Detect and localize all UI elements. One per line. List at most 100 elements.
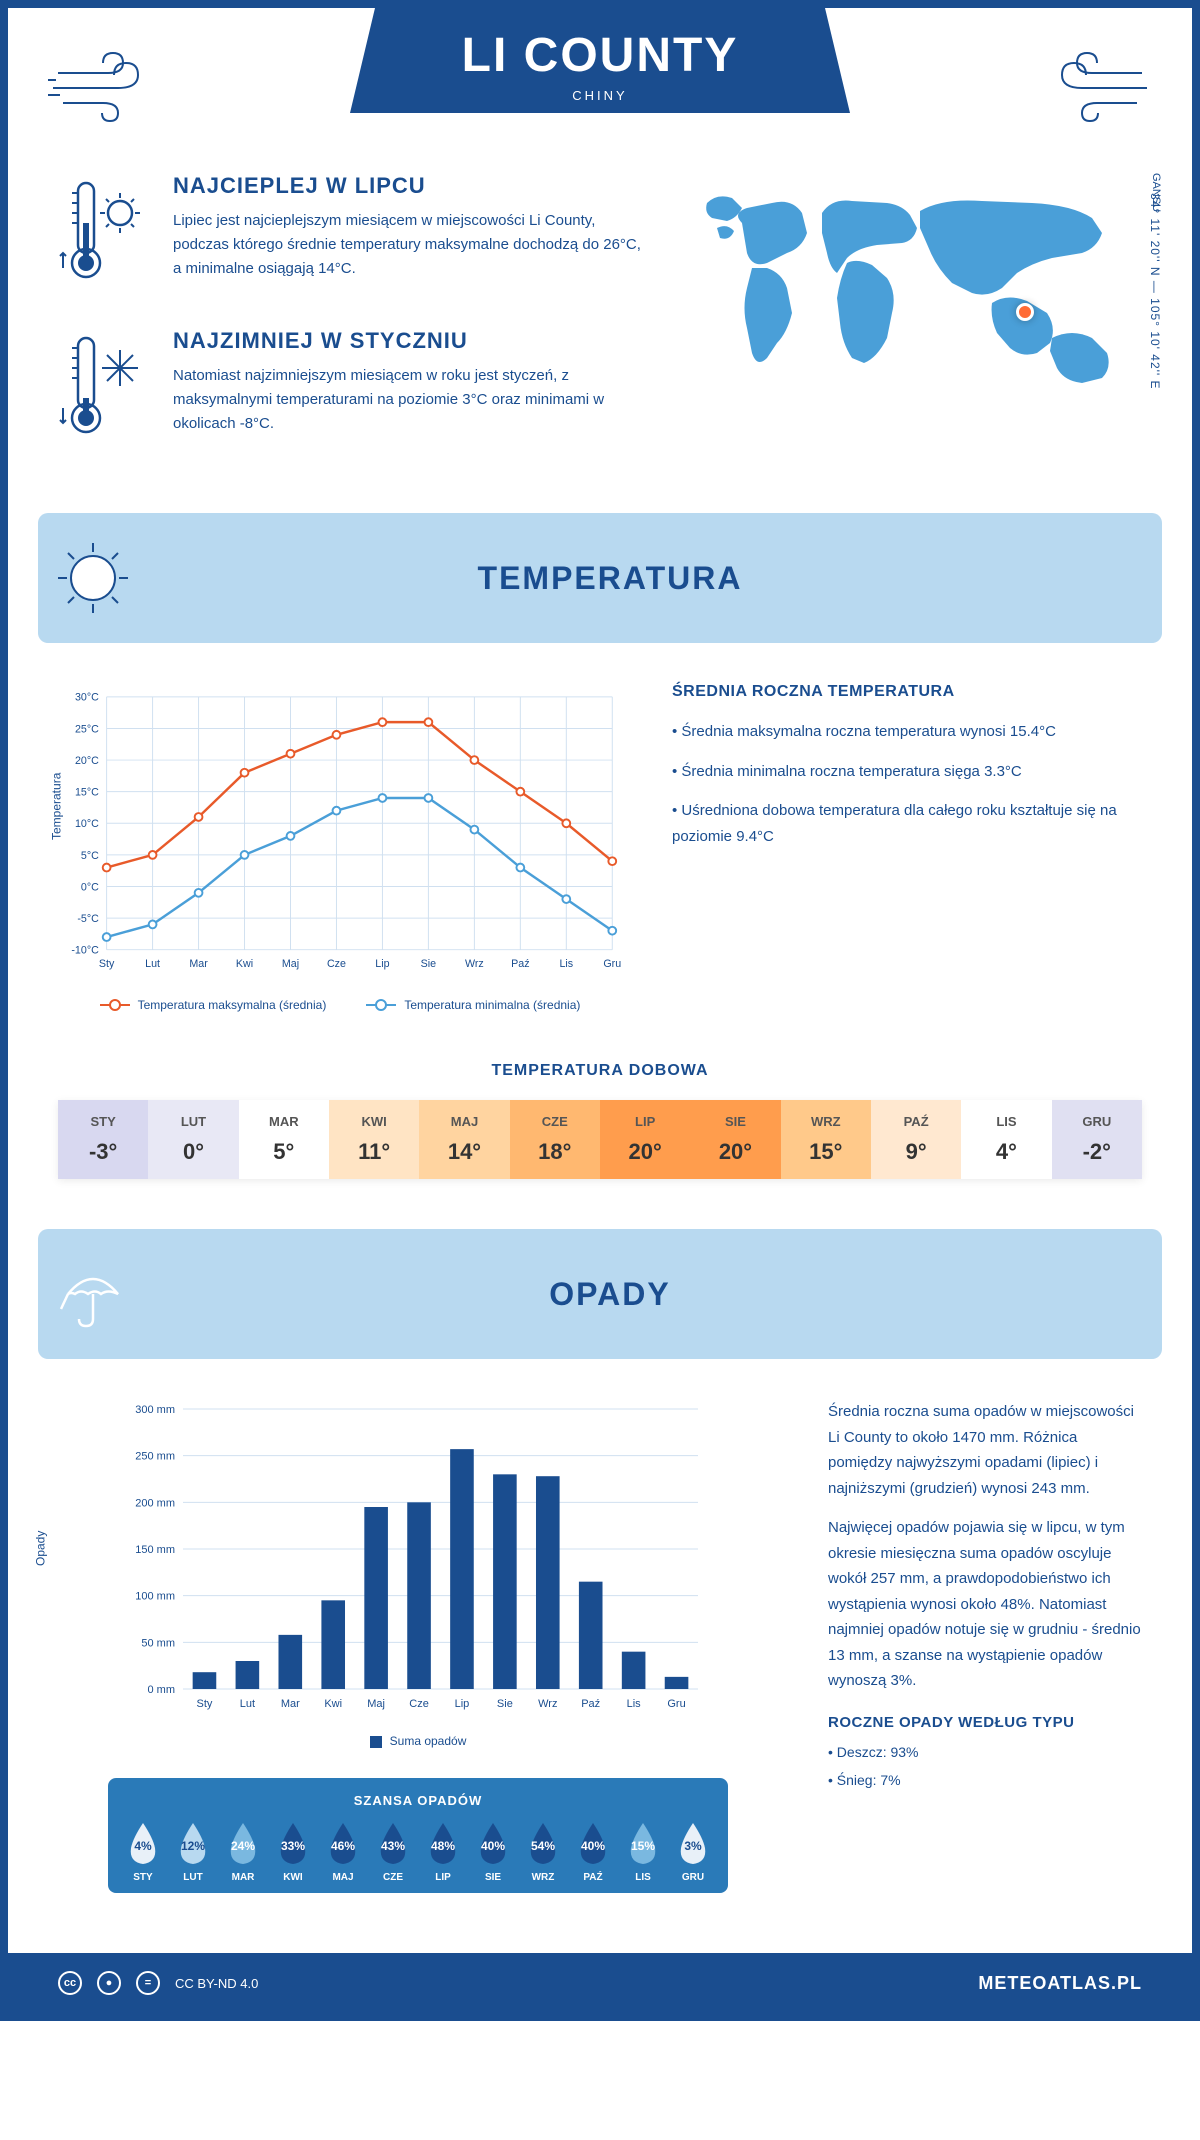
svg-text:Gru: Gru [667, 1698, 685, 1710]
temp-table-cell: STY-3° [58, 1100, 148, 1179]
svg-text:4%: 4% [134, 1839, 152, 1853]
svg-text:-5°C: -5°C [77, 913, 99, 925]
precipitation-bar-chart: Opady 0 mm50 mm100 mm150 mm200 mm250 mm3… [58, 1399, 778, 1719]
license-text: CC BY-ND 4.0 [175, 1976, 258, 1991]
rain-drop-item: 3%GRU [668, 1820, 718, 1883]
svg-text:Mar: Mar [189, 958, 208, 970]
precip-type-item: • Śnieg: 7% [828, 1769, 1142, 1793]
rain-chance-panel: SZANSA OPADÓW 4%STY12%LUT24%MAR33%KWI46%… [108, 1778, 728, 1893]
temp-table-cell: SIE20° [690, 1100, 780, 1179]
rain-drop-item: 33%KWI [268, 1820, 318, 1883]
precip-type-item: • Deszcz: 93% [828, 1741, 1142, 1765]
by-icon: ● [97, 1971, 121, 1995]
svg-text:200 mm: 200 mm [135, 1497, 175, 1509]
svg-text:Sty: Sty [99, 958, 115, 970]
rain-drop-item: 48%LIP [418, 1820, 468, 1883]
svg-text:20°C: 20°C [75, 755, 99, 767]
rain-drop-item: 12%LUT [168, 1820, 218, 1883]
nd-icon: = [136, 1971, 160, 1995]
svg-text:150 mm: 150 mm [135, 1544, 175, 1556]
country-label: CHINY [430, 88, 770, 103]
svg-text:Mar: Mar [281, 1698, 300, 1710]
svg-text:15°C: 15°C [75, 787, 99, 799]
world-map: GANSU 34° 11' 20'' N — 105° 10' 42'' E [692, 173, 1142, 483]
temp-table-cell: MAR5° [239, 1100, 329, 1179]
temp-table-cell: CZE18° [510, 1100, 600, 1179]
footer: cc ● = CC BY-ND 4.0 METEOATLAS.PL [8, 1953, 1192, 2013]
svg-text:3%: 3% [684, 1839, 702, 1853]
svg-text:Lis: Lis [627, 1698, 642, 1710]
svg-text:10°C: 10°C [75, 818, 99, 830]
precip-legend: Suma opadów [58, 1734, 778, 1748]
svg-text:Wrz: Wrz [538, 1698, 557, 1710]
svg-text:0°C: 0°C [81, 881, 99, 893]
svg-text:Gru: Gru [603, 958, 621, 970]
temperature-line-chart: Temperatura -10°C-5°C0°C5°C10°C15°C20°C2… [58, 683, 622, 983]
svg-text:0 mm: 0 mm [148, 1684, 176, 1696]
annual-temp-title: ŚREDNIA ROCZNA TEMPERATURA [672, 683, 1142, 701]
svg-text:48%: 48% [431, 1839, 455, 1853]
svg-text:15%: 15% [631, 1839, 655, 1853]
svg-text:Wrz: Wrz [465, 958, 484, 970]
svg-text:25°C: 25°C [75, 723, 99, 735]
rain-drop-item: 4%STY [118, 1820, 168, 1883]
temperature-section-header: TEMPERATURA [38, 513, 1162, 643]
precip-text-1: Średnia roczna suma opadów w miejscowośc… [828, 1399, 1142, 1501]
svg-text:33%: 33% [281, 1839, 305, 1853]
svg-text:Lip: Lip [375, 958, 389, 970]
temp-y-axis-label: Temperatura [50, 773, 64, 840]
thermometer-hot-icon [58, 173, 148, 293]
page-title: LI COUNTY [430, 28, 770, 83]
coordinates: 34° 11' 20'' N — 105° 10' 42'' E [1148, 193, 1162, 390]
svg-text:300 mm: 300 mm [135, 1404, 175, 1416]
svg-text:50 mm: 50 mm [141, 1637, 175, 1649]
svg-text:Kwi: Kwi [324, 1698, 342, 1710]
daily-temp-table: STY-3°LUT0°MAR5°KWI11°MAJ14°CZE18°LIP20°… [58, 1100, 1142, 1179]
temp-table-cell: PAŹ9° [871, 1100, 961, 1179]
temp-table-cell: GRU-2° [1052, 1100, 1142, 1179]
sun-icon [53, 538, 133, 618]
svg-text:Sie: Sie [497, 1698, 513, 1710]
svg-text:Maj: Maj [282, 958, 299, 970]
svg-text:Lut: Lut [240, 1698, 255, 1710]
temp-table-cell: LUT0° [148, 1100, 238, 1179]
wind-icon-left [48, 43, 168, 123]
svg-text:46%: 46% [331, 1839, 355, 1853]
svg-text:Cze: Cze [409, 1698, 429, 1710]
precip-y-axis-label: Opady [34, 1531, 48, 1566]
svg-text:43%: 43% [381, 1839, 405, 1853]
precipitation-section-header: OPADY [38, 1229, 1162, 1359]
temp-table-cell: LIP20° [600, 1100, 690, 1179]
svg-text:Paź: Paź [511, 958, 529, 970]
rain-drop-item: 46%MAJ [318, 1820, 368, 1883]
cold-month-text: Natomiast najzimniejszym miesiącem w rok… [173, 364, 652, 436]
svg-text:Cze: Cze [327, 958, 346, 970]
svg-text:30°C: 30°C [75, 692, 99, 704]
svg-text:54%: 54% [531, 1839, 555, 1853]
svg-text:40%: 40% [481, 1839, 505, 1853]
annual-temp-bullet: • Średnia maksymalna roczna temperatura … [672, 719, 1142, 745]
site-name: METEOATLAS.PL [978, 1973, 1142, 1994]
rain-drop-item: 40%PAŹ [568, 1820, 618, 1883]
precipitation-title: OPADY [163, 1276, 1137, 1313]
svg-text:5°C: 5°C [81, 850, 99, 862]
rain-drop-item: 54%WRZ [518, 1820, 568, 1883]
rain-drop-item: 24%MAR [218, 1820, 268, 1883]
rain-drop-item: 40%SIE [468, 1820, 518, 1883]
temp-table-cell: LIS4° [961, 1100, 1051, 1179]
svg-text:12%: 12% [181, 1839, 205, 1853]
header: LI COUNTY CHINY [8, 8, 1192, 133]
svg-text:Sie: Sie [421, 958, 437, 970]
temp-table-cell: MAJ14° [419, 1100, 509, 1179]
wind-icon-right [1032, 43, 1152, 123]
svg-text:-10°C: -10°C [71, 945, 99, 957]
svg-text:Kwi: Kwi [236, 958, 253, 970]
svg-text:40%: 40% [581, 1839, 605, 1853]
precip-types-title: ROCZNE OPADY WEDŁUG TYPU [828, 1714, 1142, 1731]
temp-table-cell: WRZ15° [781, 1100, 871, 1179]
hot-month-block: NAJCIEPLEJ W LIPCU Lipiec jest najcieple… [58, 173, 652, 293]
cold-month-title: NAJZIMNIEJ W STYCZNIU [173, 328, 652, 354]
svg-text:Paź: Paź [581, 1698, 600, 1710]
temp-legend: #leg-max::after{border-color:#e85a2a} Te… [58, 998, 622, 1012]
legend-max-label: Temperatura maksymalna (średnia) [138, 998, 327, 1012]
